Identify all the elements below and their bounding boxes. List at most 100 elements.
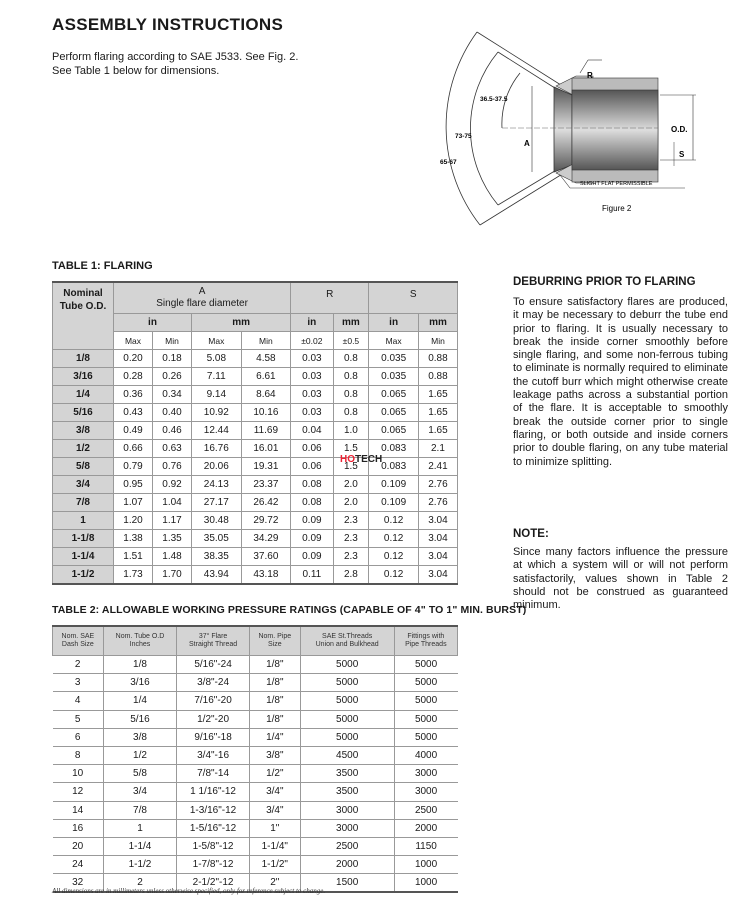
table-cell: 2.3 xyxy=(332,547,370,566)
table-cell: 0.92 xyxy=(152,475,192,494)
table-cell: 24.13 xyxy=(191,475,242,494)
table-cell: 2.8 xyxy=(332,565,370,585)
table-cell: 29.72 xyxy=(240,511,292,530)
table-cell: 14 xyxy=(52,801,104,820)
table-cell: 1/2 xyxy=(102,746,177,766)
table-cell: 1/2" xyxy=(248,764,301,784)
table-cell: 1.0 xyxy=(332,421,370,440)
table-cell: 0.40 xyxy=(152,403,192,422)
table-cell: 0.66 xyxy=(113,439,153,458)
table-cell: 2.0 xyxy=(332,493,370,512)
table-cell: 1" xyxy=(248,819,301,838)
table-cell: 35.05 xyxy=(191,529,242,548)
table-cell: 5000 xyxy=(299,691,395,711)
table-cell: 2 xyxy=(102,873,177,893)
table-cell: 3000 xyxy=(393,764,458,784)
nominal-size-cell: 5/8 xyxy=(52,457,114,476)
subheader-cell: Min xyxy=(152,331,192,350)
table-cell: 0.63 xyxy=(152,439,192,458)
table-cell: 1.20 xyxy=(113,511,153,530)
table-cell: 1.07 xyxy=(113,493,153,512)
table-row: 3/16 0.28 0.26 7.11 6.61 0.03 0.8 0.035 0.88 xyxy=(52,367,459,386)
table-cell: 0.11 xyxy=(290,565,334,585)
label-a: A xyxy=(524,139,530,148)
table-cell: 0.8 xyxy=(332,349,370,368)
table-cell: 1-3/16"-12 xyxy=(176,801,250,820)
table-cell: 24 xyxy=(52,855,104,875)
table-row: 3 3/16 3/8"-24 1/8" 5000 5000 xyxy=(52,673,458,693)
table-cell: 6.61 xyxy=(240,367,292,386)
note-heading: NOTE: xyxy=(513,528,549,540)
table-row: 32 2 2-1/2"-12 2" 1500 1000 xyxy=(52,873,458,893)
column-header-line: 37° Flare xyxy=(198,633,228,640)
table-cell: 0.03 xyxy=(290,367,334,386)
table-cell: 0.8 xyxy=(332,367,370,386)
table-cell: 26.42 xyxy=(240,493,292,512)
table-cell: 1/8" xyxy=(248,655,301,675)
table-cell: 0.18 xyxy=(152,349,192,368)
table-cell: 1 1/16"-12 xyxy=(176,782,250,802)
table-cell: 2500 xyxy=(393,801,458,820)
subheader-cell: Max xyxy=(368,331,419,350)
unit-header: mm xyxy=(417,313,459,332)
table-cell: 5000 xyxy=(299,728,395,747)
unit-header: mm xyxy=(332,313,370,332)
nominal-size-cell: 5/16 xyxy=(52,403,114,422)
table-cell: 1/4" xyxy=(248,728,301,747)
column-header-line: Nom. Tube O.D xyxy=(115,633,165,640)
nominal-size-cell: 1/4 xyxy=(52,385,114,404)
footnote: All dimensions are in millimeters unless… xyxy=(52,887,326,895)
table-cell: 4 xyxy=(52,691,104,711)
table-cell: 3/4" xyxy=(248,801,301,820)
table-cell: 5000 xyxy=(299,655,395,675)
deburring-heading: DEBURRING PRIOR TO FLARING xyxy=(513,276,696,288)
table-cell: 1.48 xyxy=(152,547,192,566)
table-cell: 3/4 xyxy=(102,782,177,802)
table-cell: 5000 xyxy=(393,728,458,747)
table-cell: 0.065 xyxy=(368,385,419,404)
column-header: SAE St.Threads Union and Bulkhead xyxy=(299,625,395,656)
table-cell: 2.3 xyxy=(332,511,370,530)
column-header: Nom. Pipe Size xyxy=(248,625,301,656)
table-cell: 1000 xyxy=(393,855,458,875)
table-cell: 8 xyxy=(52,746,104,766)
table-cell: 1.17 xyxy=(152,511,192,530)
table-row: 20 1-1/4 1-5/8"-12 1-1/4" 2500 1150 xyxy=(52,837,458,857)
table-cell: 3/4" xyxy=(248,782,301,802)
nominal-size-cell: 1 xyxy=(52,511,114,530)
table-cell: 37.60 xyxy=(240,547,292,566)
table-row: 1-1/8 1.38 1.35 35.05 34.29 0.09 2.3 0.12 3.04 xyxy=(52,529,459,548)
column-header-line: Nom. Pipe xyxy=(258,633,292,640)
table-row: 3/4 0.95 0.92 24.13 23.37 0.08 2.0 0.109 2.76 xyxy=(52,475,459,494)
table-cell: 0.03 xyxy=(290,403,334,422)
table-cell: 2-1/2"-12 xyxy=(176,873,250,893)
table-cell: 2.41 xyxy=(417,457,459,476)
subheader-cell: Min xyxy=(240,331,292,350)
deburring-body: To ensure satisfactory flares are produc… xyxy=(513,296,728,468)
column-header: Nom. Tube O.D Inches xyxy=(102,625,178,656)
table-cell: 3000 xyxy=(393,782,458,802)
table-cell: 1-1/2" xyxy=(248,855,301,875)
table-cell: 3 xyxy=(52,673,104,693)
table-cell: 10.92 xyxy=(191,403,242,422)
table-cell: 2.76 xyxy=(417,493,459,512)
table-cell: 1.65 xyxy=(417,385,459,404)
table-cell: 16.01 xyxy=(240,439,292,458)
table-cell: 3/16 xyxy=(102,673,177,693)
table-row: 1/2 0.66 0.63 16.76 16.01 0.06 1.5 0.083 2.1 xyxy=(52,439,459,458)
table-cell: 0.09 xyxy=(290,547,334,566)
nominal-size-cell: 1/8 xyxy=(52,349,114,368)
nominal-size-cell: 3/16 xyxy=(52,367,114,386)
table-cell: 6 xyxy=(52,728,104,747)
table-cell: 5000 xyxy=(393,655,458,675)
table-cell: 0.88 xyxy=(417,349,459,368)
column-header-line: Straight Thread xyxy=(189,641,238,648)
table-row: 12 3/4 1 1/16"-12 3/4" 3500 3000 xyxy=(52,782,458,802)
table-row: 1-1/4 1.51 1.48 38.35 37.60 0.09 2.3 0.12 3.04 xyxy=(52,547,459,566)
table-row: 5/16 0.43 0.40 10.92 10.16 0.03 0.8 0.065 1.65 xyxy=(52,403,459,422)
table-cell: 30.48 xyxy=(191,511,242,530)
intro-line: See Table 1 below for dimensions. xyxy=(52,65,220,77)
table-cell: 3.04 xyxy=(417,547,459,566)
label-s: S xyxy=(679,150,685,159)
